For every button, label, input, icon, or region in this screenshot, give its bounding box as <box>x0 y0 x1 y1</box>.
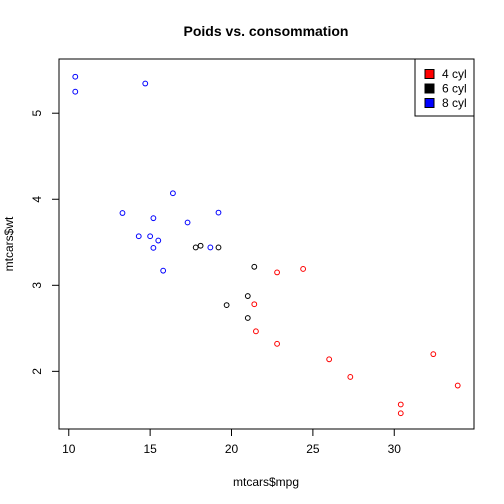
data-point <box>135 233 142 240</box>
data-point <box>326 356 333 363</box>
y-axis-label: mtcars$wt <box>2 216 16 271</box>
data-point <box>72 73 79 80</box>
data-point <box>155 237 162 244</box>
chart-title: Poids vs. consommation <box>184 23 349 39</box>
data-point <box>150 244 157 251</box>
x-axis: 10 15 20 25 30 <box>62 428 402 456</box>
data-point <box>347 374 354 380</box>
data-point <box>223 302 230 308</box>
data-point <box>300 266 307 272</box>
data-point <box>160 267 167 274</box>
data-point <box>142 80 149 87</box>
data-point <box>397 401 404 408</box>
data-point <box>215 244 222 251</box>
data-point <box>197 242 204 249</box>
data-points <box>72 73 461 417</box>
data-point <box>274 269 280 276</box>
x-tick-label: 20 <box>225 442 239 456</box>
y-tick-label: 4 <box>30 196 44 203</box>
data-point <box>274 340 280 347</box>
y-tick-label: 5 <box>30 110 44 117</box>
data-point <box>251 263 258 270</box>
plot-frame <box>58 58 475 430</box>
legend-label: 4 cyl <box>442 67 467 81</box>
x-tick-label: 15 <box>143 442 157 456</box>
data-point <box>253 328 259 335</box>
data-point <box>244 293 251 299</box>
data-point <box>170 190 176 197</box>
data-point <box>192 244 199 251</box>
y-tick-label: 3 <box>30 282 44 289</box>
data-point <box>207 244 214 251</box>
y-axis: 2 3 4 5 <box>30 110 60 375</box>
data-point <box>72 88 79 95</box>
data-point <box>251 301 258 308</box>
data-point <box>147 233 154 240</box>
x-tick-label: 10 <box>62 442 76 456</box>
x-tick-label: 30 <box>388 442 402 456</box>
data-point <box>397 410 404 417</box>
legend-swatch <box>424 83 435 94</box>
legend-label: 8 cyl <box>442 96 467 110</box>
y-tick-label: 2 <box>30 368 44 375</box>
data-point <box>119 210 126 216</box>
data-point <box>244 315 251 321</box>
x-tick-label: 25 <box>306 442 320 456</box>
data-point <box>184 219 191 226</box>
legend-swatch <box>424 69 435 79</box>
data-point <box>215 209 222 216</box>
data-point <box>454 382 461 389</box>
data-point <box>430 351 437 358</box>
legend-swatch <box>424 98 435 108</box>
data-point <box>150 215 157 222</box>
legend-label: 6 cyl <box>442 82 467 96</box>
x-axis-label: mtcars$mpg <box>233 475 299 489</box>
